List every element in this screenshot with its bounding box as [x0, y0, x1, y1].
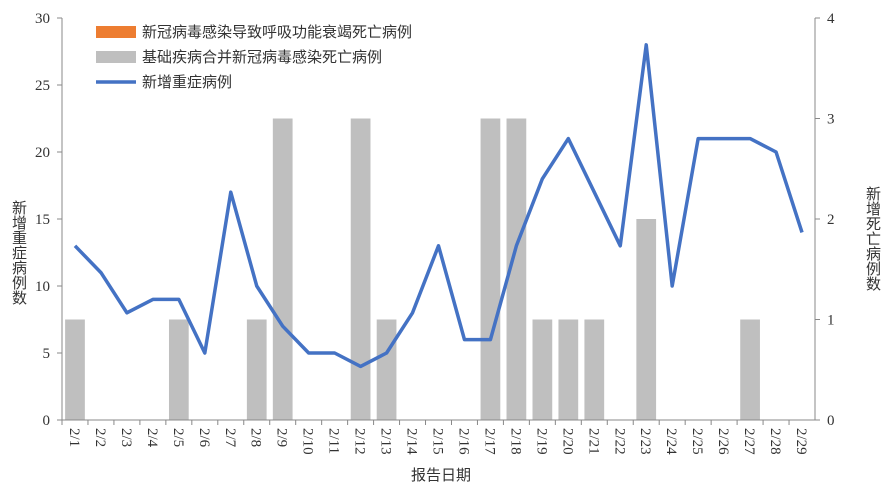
x-tick-label: 2/7: [222, 428, 238, 448]
x-tick-label: 2/21: [585, 428, 601, 455]
y-tick-label: 30: [35, 11, 50, 27]
legend-swatch: [96, 26, 136, 38]
legend-label: 基础疾病合并新冠病毒感染死亡病例: [142, 49, 382, 66]
y-tick-label: 20: [35, 145, 50, 161]
x-tick-label: 2/23: [637, 428, 653, 455]
x-tick-label: 2/9: [274, 428, 290, 447]
y2-tick-label: 2: [827, 212, 835, 228]
x-tick-label: 2/20: [559, 428, 575, 455]
x-tick-label: 2/6: [196, 428, 212, 448]
x-tick-label: 2/27: [741, 428, 757, 455]
legend-label: 新增重症病例: [142, 74, 232, 91]
x-tick-label: 2/19: [533, 428, 549, 455]
bar: [376, 319, 397, 420]
bar: [740, 319, 760, 420]
bar: [506, 118, 527, 420]
x-tick-label: 2/28: [767, 428, 783, 455]
x-tick-label: 2/16: [455, 428, 471, 455]
bar: [272, 118, 293, 420]
x-tick-label: 2/3: [118, 428, 134, 447]
y-tick-label: 15: [35, 212, 50, 228]
y-tick-label: 25: [35, 78, 50, 94]
y-axis-title: 新增重症病例数: [10, 200, 27, 305]
x-tick-label: 2/17: [481, 428, 497, 455]
bar: [532, 319, 553, 420]
y2-tick-label: 4: [827, 11, 835, 27]
x-tick-label: 2/14: [404, 428, 420, 455]
x-axis-title: 报告日期: [411, 467, 471, 484]
bar: [558, 319, 579, 420]
x-tick-label: 2/26: [715, 428, 731, 455]
x-tick-label: 2/29: [793, 428, 809, 455]
y2-tick-label: 0: [827, 413, 835, 429]
x-tick-label: 2/1: [66, 428, 82, 447]
y2-axis-title: 新增死亡病例数: [864, 186, 881, 291]
line: [73, 43, 804, 369]
x-tick-label: 2/22: [611, 428, 627, 455]
x-tick-label: 2/13: [378, 428, 394, 455]
bar: [480, 118, 501, 420]
x-tick-label: 2/4: [144, 428, 160, 448]
x-tick-label: 2/12: [352, 428, 368, 455]
x-tick-label: 2/10: [300, 428, 316, 455]
y-tick-label: 0: [43, 413, 51, 429]
x-tick-label: 2/11: [326, 428, 342, 454]
x-tick-label: 2/15: [430, 428, 446, 455]
bar: [350, 118, 371, 420]
y2-tick-label: 1: [827, 313, 835, 329]
bar: [246, 319, 267, 420]
y-tick-label: 5: [43, 346, 51, 362]
y-tick-label: 10: [35, 279, 50, 295]
x-tick-label: 2/25: [689, 428, 705, 455]
x-tick-label: 2/24: [663, 428, 679, 455]
legend-swatch: [96, 51, 136, 63]
x-tick-label: 2/8: [248, 428, 264, 447]
bar: [584, 319, 605, 420]
bar: [168, 319, 189, 420]
y2-tick-label: 3: [827, 112, 835, 128]
legend-label: 新冠病毒感染导致呼吸功能衰竭死亡病例: [142, 24, 412, 41]
x-tick-label: 2/18: [507, 428, 523, 455]
x-tick-label: 2/5: [170, 428, 186, 447]
bar: [636, 219, 657, 420]
x-tick-label: 2/2: [92, 428, 108, 447]
bar: [65, 319, 85, 420]
